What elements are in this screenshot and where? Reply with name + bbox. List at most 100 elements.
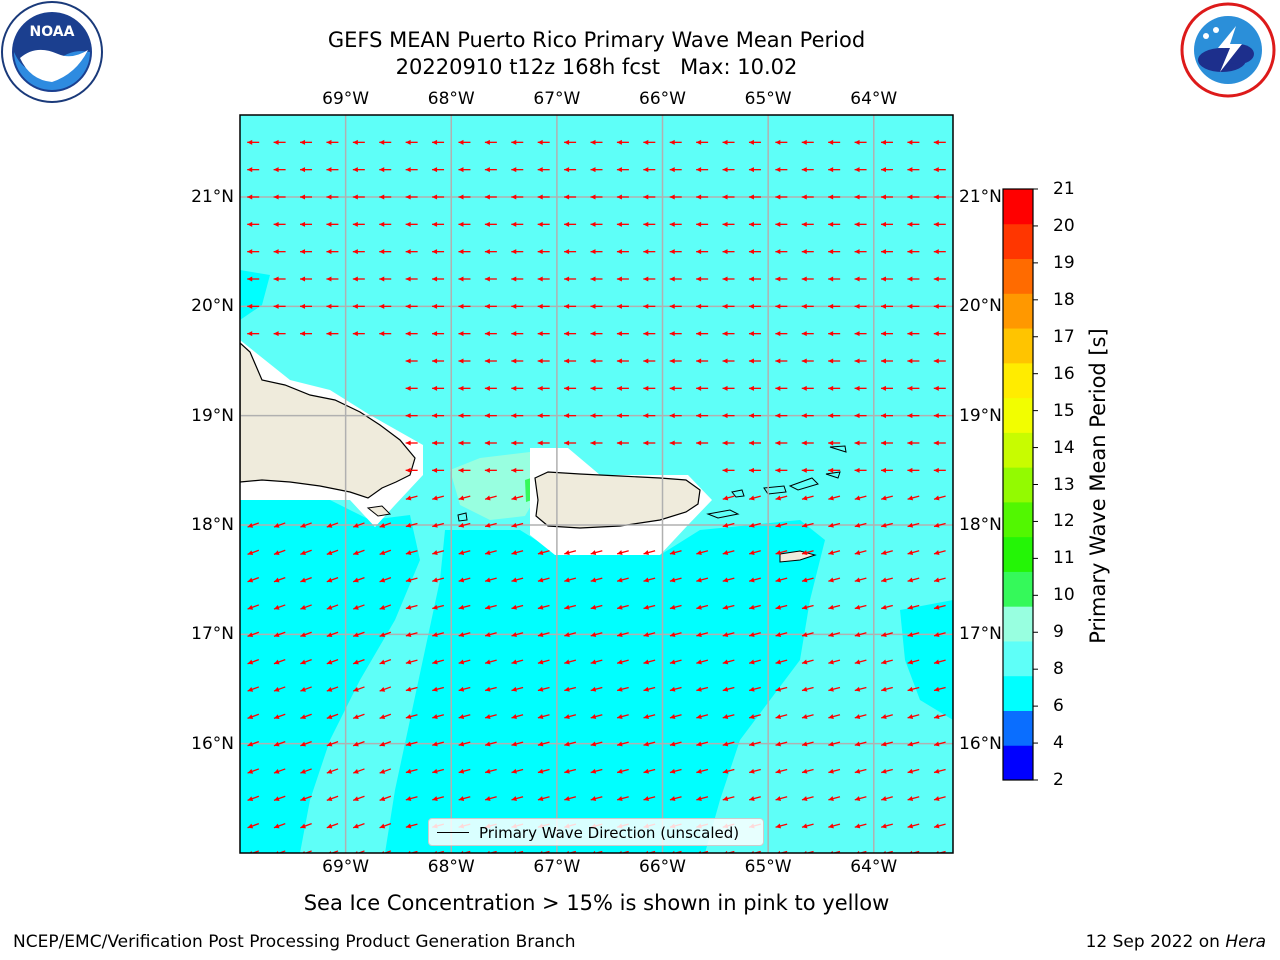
wave-direction-arrow	[907, 604, 920, 610]
wave-direction-arrow	[484, 632, 497, 638]
wave-direction-arrow	[643, 276, 656, 282]
wave-direction-arrow	[669, 249, 682, 255]
wave-direction-arrow	[352, 303, 365, 309]
colorbar-swatch	[1003, 258, 1033, 294]
period-field-6-8-east	[900, 600, 953, 720]
wave-direction-arrow	[669, 577, 682, 583]
wave-direction-arrow	[748, 768, 761, 774]
wave-direction-arrow	[933, 714, 946, 720]
wave-direction-arrow	[696, 632, 709, 638]
colorbar-tick-label: 14	[1053, 437, 1075, 458]
wave-direction-arrow	[801, 385, 814, 391]
wave-direction-arrow	[484, 522, 497, 528]
wave-direction-arrow	[696, 385, 709, 391]
wave-direction-arrow	[537, 686, 550, 692]
wave-direction-arrow	[748, 139, 761, 145]
wave-direction-arrow	[748, 385, 761, 391]
wave-direction-arrow	[801, 303, 814, 309]
wave-direction-arrow	[247, 276, 260, 282]
colorbar-tick-label: 15	[1053, 400, 1075, 421]
wave-direction-arrow	[828, 714, 841, 720]
wave-direction-arrow	[564, 686, 577, 692]
wave-direction-arrow	[933, 194, 946, 200]
wave-direction-arrow	[696, 686, 709, 692]
wave-direction-arrow	[432, 358, 445, 364]
wave-direction-arrow	[458, 331, 471, 337]
map-frame	[239, 114, 954, 854]
wave-direction-arrow	[933, 221, 946, 227]
wave-direction-arrow	[511, 495, 524, 501]
wave-direction-arrow	[722, 194, 735, 200]
wave-direction-arrow	[352, 522, 365, 528]
map-fields	[240, 115, 953, 853]
wave-direction-arrow	[854, 194, 867, 200]
wave-direction-arrow	[537, 577, 550, 583]
wave-direction-arrow	[247, 249, 260, 255]
lon-label: 64°W	[850, 857, 898, 877]
wave-direction-arrow	[484, 276, 497, 282]
wave-direction-arrow	[458, 659, 471, 665]
colorbar-tick-label: 10	[1053, 585, 1075, 606]
colorbar-swatch	[1003, 745, 1033, 781]
wave-direction-arrow	[326, 659, 339, 665]
wave-direction-arrow	[722, 714, 735, 720]
wave-direction-arrow	[590, 714, 603, 720]
wave-direction-arrow	[458, 221, 471, 227]
wave-direction-arrow	[300, 713, 312, 720]
colorbar-swatch	[1003, 328, 1033, 364]
wave-direction-arrow	[722, 550, 735, 556]
wave-direction-arrow	[273, 604, 286, 610]
wave-direction-arrow	[775, 796, 788, 802]
wave-direction-arrow	[880, 276, 893, 282]
wave-direction-arrow	[326, 331, 339, 337]
wave-direction-arrow	[933, 167, 946, 173]
wave-direction-arrow	[405, 632, 418, 638]
wave-direction-arrow	[326, 549, 339, 556]
wave-direction-arrow	[273, 577, 286, 583]
wave-direction-arrow	[643, 303, 656, 309]
wave-direction-arrow	[590, 768, 603, 774]
wave-direction-arrow	[458, 632, 471, 638]
wave-direction-arrow	[564, 577, 577, 583]
wave-direction-arrow	[828, 139, 841, 145]
wave-direction-arrow	[881, 522, 893, 528]
wave-direction-arrow	[907, 385, 920, 391]
wave-direction-arrow	[933, 768, 946, 774]
wave-direction-arrow	[801, 768, 814, 774]
wave-direction-arrow	[748, 358, 761, 364]
wave-direction-arrow	[432, 331, 445, 337]
wave-direction-arrow	[537, 167, 550, 173]
colorbar-tick-label: 16	[1053, 363, 1075, 384]
wave-direction-arrow	[854, 139, 867, 145]
land-mona	[457, 512, 468, 522]
wave-direction-arrow	[907, 249, 920, 255]
wave-direction-arrow	[775, 440, 788, 446]
lon-label: 67°W	[533, 89, 581, 109]
wave-direction-arrow	[484, 167, 497, 173]
wave-direction-arrow	[669, 276, 682, 282]
wave-direction-arrow	[484, 796, 497, 802]
wave-direction-arrow	[590, 604, 603, 610]
wave-direction-arrow	[405, 413, 418, 419]
wave-direction-arrow	[775, 768, 788, 774]
wave-direction-arrow	[854, 495, 867, 501]
wave-direction-arrow	[669, 714, 682, 720]
wave-direction-arrow	[669, 167, 682, 173]
wave-direction-arrow	[484, 139, 497, 145]
wave-direction-arrow	[643, 741, 656, 747]
wave-direction-arrow	[616, 385, 629, 391]
wave-direction-arrow	[432, 139, 445, 145]
wave-direction-arrow	[590, 632, 603, 638]
wave-direction-arrow	[300, 823, 312, 829]
wave-direction-arrow	[484, 194, 497, 200]
wave-direction-arrow	[405, 522, 418, 528]
wave-direction-arrow	[828, 167, 841, 173]
wave-direction-arrow	[273, 249, 286, 255]
wave-direction-arrow	[933, 741, 946, 747]
wave-direction-arrow	[907, 221, 920, 227]
wave-direction-arrow	[696, 659, 709, 665]
lat-label: 17°N	[191, 624, 234, 645]
wave-direction-arrow	[484, 249, 497, 255]
wave-direction-arrow	[722, 358, 735, 364]
wave-direction-arrow	[854, 167, 867, 173]
